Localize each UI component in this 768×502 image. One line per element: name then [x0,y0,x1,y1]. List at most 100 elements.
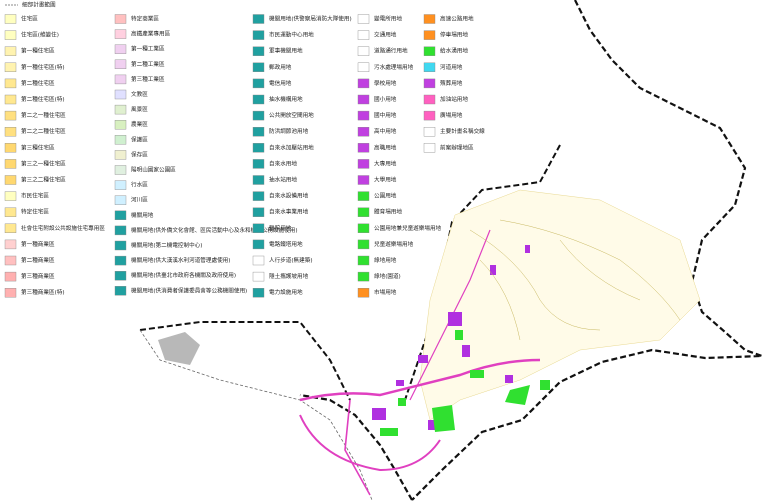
legend-label: 機關用地(第二機電控制中心) [131,241,203,249]
legend-label: 自來水用地 [269,159,297,167]
legend-swatch [252,30,265,40]
legend-label: 醫院用地 [269,224,292,232]
legend-label: 人行步道(無建築) [269,256,313,264]
legend-label: 高職用地 [374,143,397,151]
legend-swatch [114,119,127,130]
legend-swatch [252,78,265,89]
legend-swatch [357,239,370,250]
legend-label: 河道用地 [440,63,463,71]
legend-label: 第一種商業區 [21,240,55,248]
legend-label: 陽明山國家公園區 [131,166,176,174]
legend-swatch [114,180,127,190]
legend-swatch [114,195,127,205]
legend-swatch [114,150,127,160]
legend-label: 第三種住宅區 [21,143,55,151]
legend-swatch [4,143,17,153]
legend-swatch [114,210,127,221]
legend-label: 綠地用地 [374,256,397,264]
legend-label: 隱土攜護坡用地 [269,272,309,280]
legend-label: 第二之二種住宅區 [21,127,66,135]
legend-swatch [252,239,265,250]
legend-swatch [357,46,370,56]
legend-label: 第三種商業區(特) [21,288,65,296]
legend-swatch [252,255,265,266]
legend-label: 電路鐵塔用地 [269,240,303,248]
legend-label: 公共開放空間用地 [269,111,314,119]
legend-swatch [357,255,370,266]
legend-label: 第一種住宅區(特) [21,63,65,71]
legend-swatch [423,14,436,24]
legend-swatch [252,62,265,72]
legend-label: 防洪調節池用地 [269,127,309,135]
legend-swatch [4,288,17,298]
legend-swatch [252,207,265,217]
legend-swatch [252,143,265,153]
legend-swatch [423,30,436,40]
legend-label: 前案辦理地區 [440,143,474,151]
legend-swatch [423,46,436,56]
legend-label: 抽水機構用地 [269,95,303,103]
legend-swatch [357,143,370,153]
legend-label: 保護區 [131,135,148,143]
legend-swatch [252,126,265,137]
legend-swatch [4,271,17,282]
legend-label: 郵政用地 [269,63,292,71]
legend-label: 變電所用地 [374,15,402,23]
legend-swatch [4,126,17,137]
legend-swatch [4,78,17,89]
legend-label: 廣場用地 [440,111,463,119]
legend-swatch [4,207,17,217]
legend-label: 特定商業區 [131,15,159,23]
legend-swatch [357,175,370,185]
legend-swatch [114,14,127,24]
legend-label: 交通用地 [374,31,397,39]
legend-label: 學校用地 [374,79,397,87]
legend-label: 風景區 [131,106,148,113]
legend-label: 第二種住宅區 [21,79,55,87]
legend-label: 市民運動中心用地 [269,31,314,39]
legend-swatch [357,191,370,201]
legend-label: 自來水事業用地 [269,208,309,216]
legend-swatch [4,110,17,121]
legend-swatch [357,223,370,234]
legend-swatch [357,14,370,24]
legend-swatch [114,225,127,236]
legend-swatch [114,104,127,115]
legend-label: 國中用地 [374,111,397,119]
legend-swatch [252,288,265,298]
legend-label: 給水湧用地 [440,47,468,55]
legend-swatch [252,271,265,282]
legend-label: 殯葬用地 [440,79,463,87]
legend-swatch [357,78,370,89]
legend-swatch [114,165,127,175]
legend-swatch [114,29,127,39]
legend-swatch [114,255,127,266]
legend-swatch [4,175,17,185]
legend-swatch [357,94,370,105]
legend-label: 第三種工業區 [131,75,165,83]
legend-label: 自來水加壓站用地 [269,143,314,151]
legend-label: 兒童遊樂場用地 [374,240,414,248]
legend-label: 加油站用地 [440,95,468,103]
legend-label: 文教區 [131,90,148,98]
legend-label: 行水區 [131,181,148,189]
legend-swatch [252,223,265,234]
legend-swatch [423,143,436,153]
legend-label: 保存區 [131,150,148,158]
legend-swatch [114,74,127,85]
legend-label: 高鐵產業專用區 [131,30,171,38]
legend-label: 污水處理場用地 [374,63,414,71]
legend-label: 第三之一種住宅區 [21,159,66,167]
legend-label: 第二種住宅區(特) [21,95,65,103]
legend-swatch [114,89,127,100]
legend-swatch [423,62,436,72]
legend-swatch [252,191,265,201]
legend-swatch [4,239,17,250]
legend-label: 機關用地(供消費者保護委員會等公務機關使用) [131,286,247,294]
legend-swatch [252,159,265,169]
legend-swatch [4,94,17,105]
legend-swatch [357,288,370,298]
legend-label: 機關用地(供外僑文化會館、區民活動中心及永和機關公務設施使用) [131,226,298,234]
